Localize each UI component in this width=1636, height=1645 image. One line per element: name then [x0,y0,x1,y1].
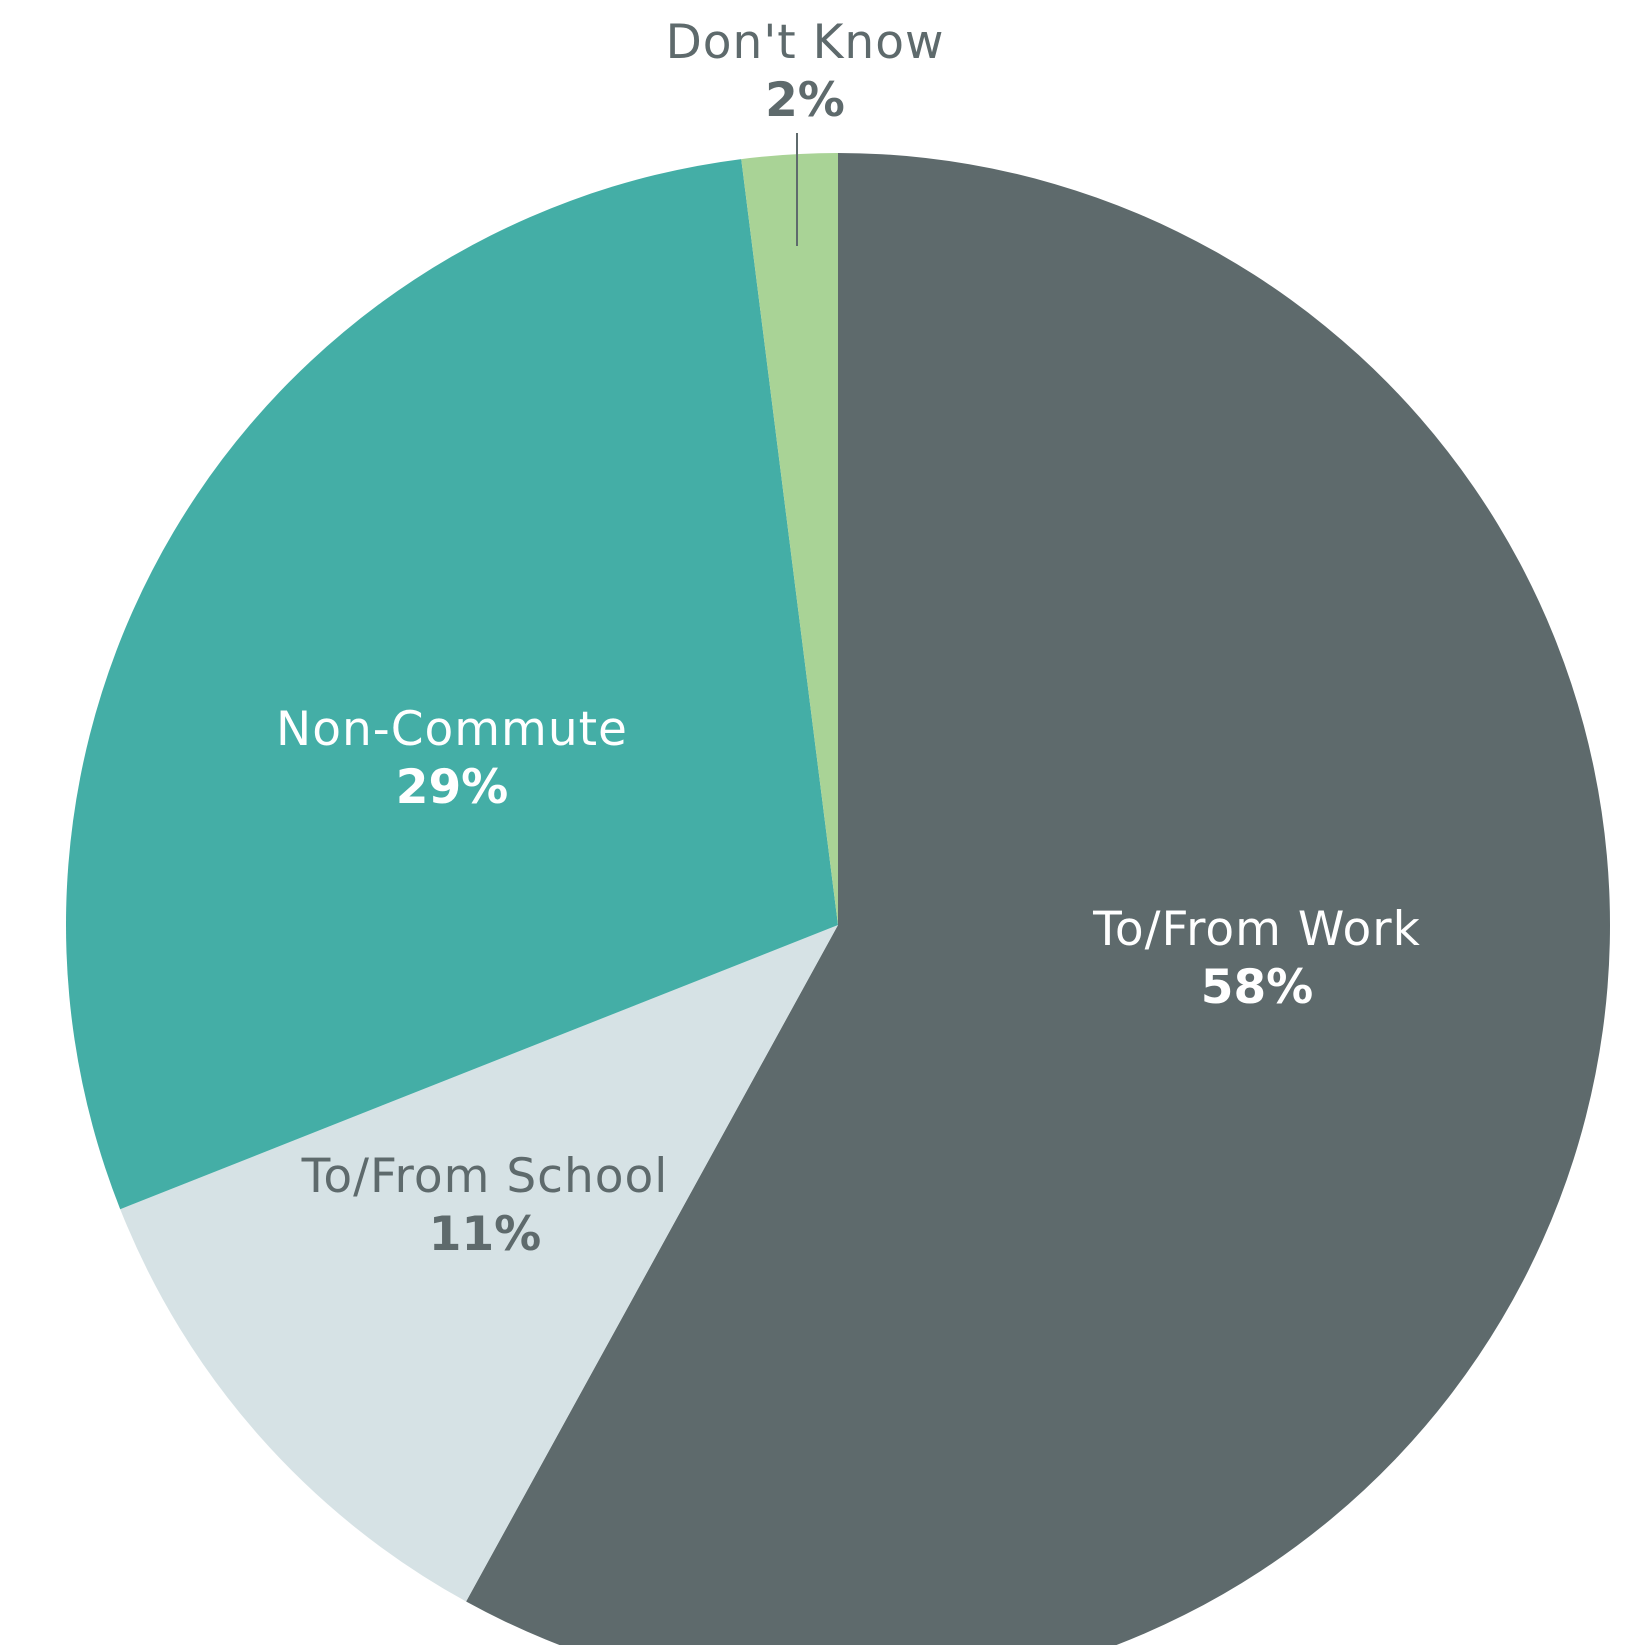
label-non-commute-value: 29% [395,760,509,816]
slice-to-from-school [120,925,838,1602]
label-to-from-school: To/From School 11% [301,1149,669,1263]
label-dont-know-value: 2% [765,73,845,129]
slice-to-from-work [466,153,1610,1645]
label-to-from-school-value: 11% [428,1207,542,1263]
label-to-from-work-value: 58% [1200,960,1314,1016]
slice-non-commute [65,159,839,1210]
label-to-from-work-name: To/From Work [1093,902,1421,957]
label-to-from-school-name: To/From School [301,1149,669,1204]
label-dont-know: Don't Know 2% [665,15,945,129]
slice-don-t-know [741,153,838,925]
label-non-commute-name: Non-Commute [276,702,628,757]
label-dont-know-name: Don't Know [665,15,945,70]
label-non-commute: Non-Commute 29% [276,702,628,816]
pie-slices [65,153,1610,1645]
label-to-from-work: To/From Work 58% [1093,902,1421,1016]
